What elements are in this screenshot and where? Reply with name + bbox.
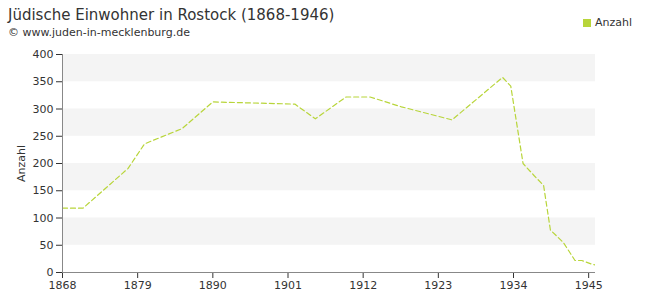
svg-text:50: 50 bbox=[40, 239, 54, 252]
svg-text:1890: 1890 bbox=[199, 279, 227, 292]
svg-text:1901: 1901 bbox=[274, 279, 302, 292]
svg-text:300: 300 bbox=[33, 103, 54, 116]
svg-text:350: 350 bbox=[33, 75, 54, 88]
html-text:© www.juden-in-mecklenburg.de: © www.juden-in-mecklenburg.de bbox=[8, 26, 190, 39]
svg-text:400: 400 bbox=[33, 48, 54, 61]
svg-text:Anzahl: Anzahl bbox=[15, 145, 28, 182]
html-text:Anzahl: Anzahl bbox=[595, 16, 632, 29]
svg-text:150: 150 bbox=[33, 184, 54, 197]
svg-text:0: 0 bbox=[47, 266, 54, 279]
svg-text:200: 200 bbox=[33, 157, 54, 170]
svg-text:1879: 1879 bbox=[124, 279, 152, 292]
svg-text:100: 100 bbox=[33, 212, 54, 225]
svg-text:1934: 1934 bbox=[500, 279, 528, 292]
svg-text:1868: 1868 bbox=[49, 279, 77, 292]
svg-text:250: 250 bbox=[33, 130, 54, 143]
svg-text:1912: 1912 bbox=[349, 279, 377, 292]
svg-text:1945: 1945 bbox=[575, 279, 603, 292]
html-text:Jüdische Einwohner in Rostock: Jüdische Einwohner in Rostock (1868-1946… bbox=[8, 6, 335, 24]
svg-text:1923: 1923 bbox=[424, 279, 452, 292]
